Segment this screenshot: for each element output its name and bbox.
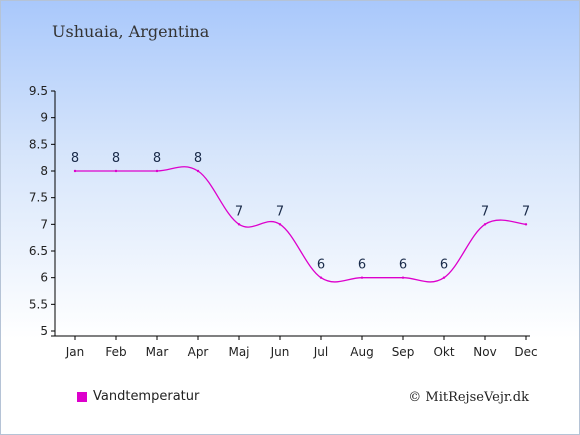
legend-swatch bbox=[77, 391, 87, 402]
series-line-vandtemperatur bbox=[75, 166, 527, 283]
data-label: 6 bbox=[440, 258, 448, 273]
data-label: 6 bbox=[358, 258, 366, 273]
data-point bbox=[155, 169, 159, 173]
y-tick-label: 6 bbox=[40, 271, 48, 285]
data-label: 8 bbox=[194, 151, 202, 166]
credit-text: © MitRejseVejr.dk bbox=[408, 390, 529, 405]
x-tick-label: Feb bbox=[105, 345, 126, 359]
x-tick-label: Jun bbox=[270, 345, 290, 359]
x-tick-label: Maj bbox=[228, 345, 249, 359]
data-label: 8 bbox=[112, 151, 120, 166]
x-tick-label: Okt bbox=[433, 345, 454, 359]
legend: Vandtemperatur bbox=[77, 389, 199, 404]
y-tick-label: 7.5 bbox=[29, 191, 48, 205]
x-tick-label: Dec bbox=[514, 345, 537, 359]
y-tick-label: 8.5 bbox=[29, 137, 48, 151]
data-label: 7 bbox=[276, 204, 284, 219]
data-point bbox=[442, 276, 446, 279]
data-point bbox=[114, 169, 118, 173]
x-tick-label: Apr bbox=[188, 345, 209, 359]
data-point bbox=[237, 223, 241, 226]
x-tick-label: Aug bbox=[350, 345, 373, 359]
y-tick-label: 6.5 bbox=[29, 244, 48, 258]
legend-label: Vandtemperatur bbox=[93, 389, 200, 404]
data-point bbox=[73, 169, 77, 173]
y-tick-label: 8 bbox=[40, 164, 48, 178]
data-label: 6 bbox=[317, 258, 325, 273]
data-label: 6 bbox=[399, 258, 407, 273]
y-tick-label: 9.5 bbox=[29, 84, 48, 98]
data-point bbox=[360, 276, 364, 279]
data-point bbox=[524, 223, 528, 226]
data-point bbox=[483, 223, 487, 226]
y-tick-label: 7 bbox=[40, 217, 48, 231]
data-label: 7 bbox=[235, 204, 243, 219]
data-point bbox=[401, 276, 405, 279]
data-point bbox=[196, 169, 200, 173]
location-title: Ushuaia, Argentina bbox=[52, 22, 210, 41]
y-tick-label: 5.5 bbox=[29, 297, 48, 311]
y-tick-label: 9 bbox=[40, 111, 48, 125]
data-label: 8 bbox=[71, 151, 79, 166]
data-label: 7 bbox=[481, 204, 489, 219]
data-point bbox=[278, 223, 282, 226]
data-label: 8 bbox=[153, 151, 161, 166]
x-tick-label: Nov bbox=[473, 345, 496, 359]
x-tick-label: Sep bbox=[392, 345, 415, 359]
y-tick-label: 5 bbox=[40, 324, 48, 338]
data-point bbox=[319, 276, 323, 279]
x-tick-label: Jul bbox=[313, 345, 328, 359]
x-tick-label: Jan bbox=[65, 345, 85, 359]
data-label: 7 bbox=[522, 204, 530, 219]
x-tick-label: Mar bbox=[146, 345, 169, 359]
